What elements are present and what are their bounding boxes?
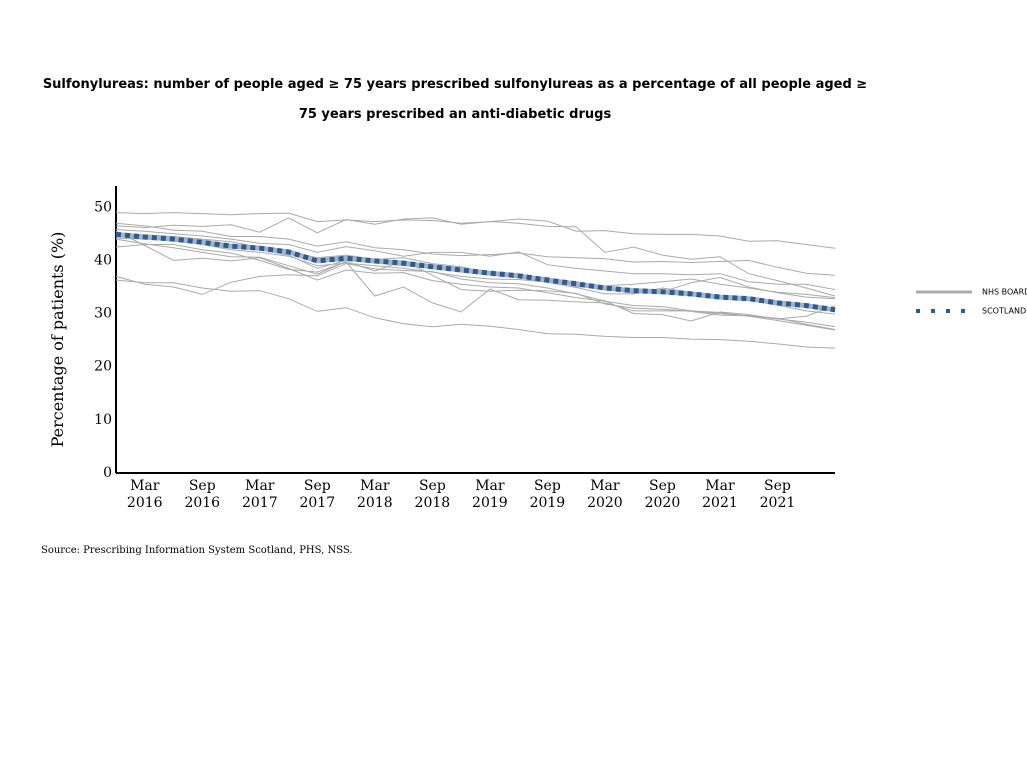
x-tick-label: Mar 2021: [702, 478, 738, 511]
board-line: [115, 238, 836, 330]
x-tick-label: Mar 2018: [357, 478, 393, 511]
y-axis-label: Percentage of patients (%): [48, 232, 67, 448]
y-tick-label: 10: [94, 412, 112, 428]
board-line: [115, 279, 836, 349]
y-tick-label: 0: [103, 465, 112, 481]
x-tick-label: Mar 2017: [241, 478, 278, 511]
x-tick-label: Mar 2019: [472, 478, 508, 511]
x-tick-label: Sep 2021: [759, 478, 796, 511]
y-tick-label: 20: [94, 359, 112, 375]
board-line: [115, 229, 836, 291]
x-tick-label: Mar 2020: [587, 478, 623, 511]
y-tick-label: 30: [94, 306, 112, 322]
scotland-line: [115, 231, 836, 313]
x-tick-label: Sep 2018: [414, 478, 451, 511]
x-tick-label: Sep 2016: [184, 478, 221, 511]
legend-label: SCOTLAND: [982, 307, 1026, 316]
source-note: Source: Prescribing Information System S…: [41, 545, 353, 556]
board-line: [115, 217, 836, 297]
chart-title: Sulfonylureas: number of people aged ≥ 7…: [42, 77, 868, 122]
y-tick-label: 40: [94, 252, 112, 268]
board-line: [115, 212, 836, 249]
x-tick-label: Sep 2019: [529, 478, 566, 511]
x-tick-label: Sep 2017: [299, 478, 336, 511]
board-line: [115, 263, 836, 322]
legend-label: NHS BOARD: [982, 288, 1027, 297]
board-line: [115, 222, 836, 276]
y-tick-label: 50: [94, 199, 112, 215]
board-line: [115, 244, 836, 331]
x-tick-label: Sep 2020: [644, 478, 681, 511]
x-tick-label: Mar 2016: [126, 478, 163, 511]
